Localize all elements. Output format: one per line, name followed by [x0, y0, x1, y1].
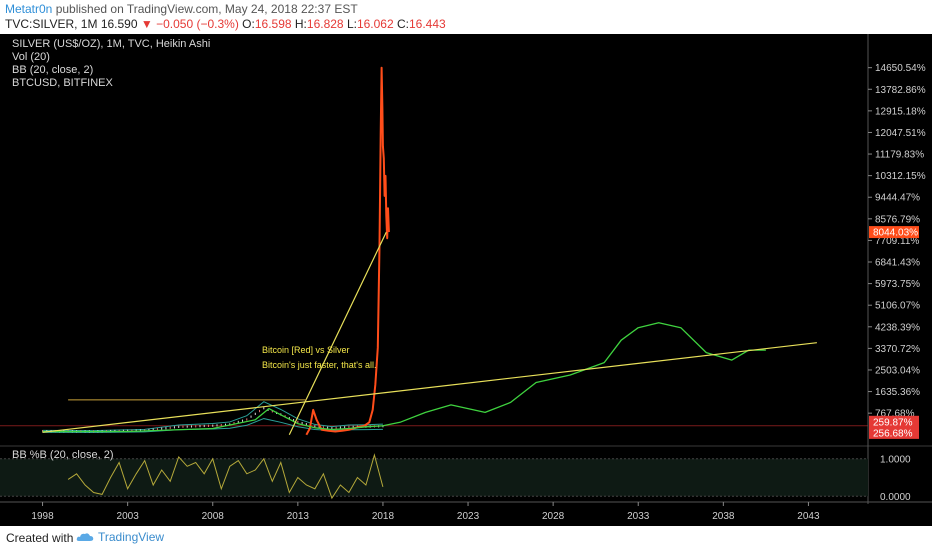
legend-bollinger[interactable]: BB (20, close, 2) [12, 64, 94, 76]
long-trendline [42, 342, 817, 433]
y-tick-label: 767.68% [875, 409, 915, 420]
open-value: 16.598 [254, 17, 292, 31]
y-tick-label: 8576.79% [875, 214, 920, 225]
symbol-ohlc: TVC:SILVER, 1M 16.590 ▼ −0.050 (−0.3%) O… [5, 17, 446, 31]
tradingview-brand: TradingView [98, 530, 165, 544]
y-tick-label: 14650.54% [875, 63, 926, 74]
oscillator-legend[interactable]: BB %B (20, close, 2) [12, 449, 114, 461]
silver-projection-line [42, 322, 766, 433]
y-tick-label: 9444.47% [875, 193, 920, 204]
price-tag-bg [869, 226, 919, 239]
symbol-label: TVC:SILVER, 1M [5, 17, 98, 31]
x-tick-label: 2023 [457, 511, 480, 522]
footer: Created with TradingView [0, 526, 932, 550]
oscillator-tick-label: 1.0000 [880, 454, 911, 465]
series-lines [42, 66, 817, 436]
x-tick-label: 1998 [31, 511, 54, 522]
y-tick-label: 12047.51% [875, 128, 926, 139]
y-tick-label: 5973.75% [875, 279, 920, 290]
grid [0, 425, 932, 447]
x-tick-label: 2038 [712, 511, 735, 522]
oscillator-line [67, 453, 384, 500]
price-tag-label: 259.87% [873, 417, 913, 428]
y-tick-label: 5106.07% [875, 301, 920, 312]
y-tick-label: 7709.11% [875, 236, 919, 247]
legend-volume[interactable]: Vol (20) [12, 51, 50, 63]
last-price: 16.590 [100, 17, 138, 31]
y-tick-label: 3370.72% [875, 344, 920, 355]
publish-header: Metatr0n published on TradingView.com, M… [0, 0, 932, 34]
x-tick-label: 2008 [202, 511, 225, 522]
y-tick-label: 6841.43% [875, 258, 920, 269]
published-text: published on TradingView.com, May 24, 20… [52, 2, 358, 16]
chart-canvas[interactable]: 14650.54% 13782.86% 12915.18% 12047.51% 1117… [0, 34, 932, 526]
tradingview-logo[interactable]: TradingView [76, 530, 164, 544]
bitcoin-line [305, 66, 390, 436]
bollinger-upper-band [42, 401, 383, 432]
y-tick-label: 2503.04% [875, 365, 920, 376]
y-tick-label: 4238.39% [875, 322, 920, 333]
low-value: 16.062 [356, 17, 394, 31]
price-tag-bg [869, 426, 919, 439]
cloud-icon [76, 533, 94, 541]
price-tag-bg [869, 415, 919, 428]
y-tick-label: 10312.15% [875, 171, 926, 182]
x-tick-label: 2018 [372, 511, 395, 522]
y-tick-label: 12915.18% [875, 106, 926, 117]
author-link[interactable]: Metatr0n [5, 2, 53, 16]
x-tick-label: 2013 [287, 511, 310, 522]
price-axis: 14650.54% 13782.86% 12915.18% 12047.51% 1117… [867, 34, 926, 504]
y-tick-label: 1635.36% [875, 387, 920, 398]
created-with-label: Created with [6, 531, 74, 545]
bitcoin-trendline [288, 231, 387, 436]
close-value: 16.443 [409, 17, 446, 31]
oscillator-tick-label: 0.0000 [880, 492, 911, 503]
y-tick-label: 13782.86% [875, 85, 926, 96]
time-axis: 1998 2003 2008 2013 2018 2023 2028 2033 2038 2043 [0, 501, 932, 522]
x-tick-label: 2043 [797, 511, 820, 522]
legend-main-series[interactable]: SILVER (US$/OZ), 1M, TVC, Heikin Ashi [12, 38, 211, 50]
x-tick-label: 2028 [542, 511, 565, 522]
annotation-subtitle[interactable]: Bitcoin's just faster, that's all. [262, 360, 377, 370]
oscillator-band-fill [0, 458, 868, 497]
x-tick-label: 2033 [627, 511, 650, 522]
chart-area[interactable]: 14650.54% 13782.86% 12915.18% 12047.51% 1117… [0, 34, 932, 526]
chart-legend: SILVER (US$/OZ), 1M, TVC, Heikin Ashi Vo… [12, 38, 210, 90]
price-tag-label: 256.68% [873, 428, 913, 439]
price-tag-label: 8044.03% [873, 228, 918, 239]
down-arrow-icon: ▼ [140, 17, 153, 31]
x-tick-label: 2003 [117, 511, 140, 522]
oscillator-pane: 1.0000 0.0000 [0, 453, 911, 503]
publish-info: Metatr0n published on TradingView.com, M… [5, 2, 358, 16]
y-tick-label: 11179.83% [875, 150, 924, 161]
high-value: 16.828 [306, 17, 344, 31]
legend-btcusd[interactable]: BTCUSD, BITFINEX [12, 77, 113, 89]
price-change: −0.050 (−0.3%) [156, 17, 239, 31]
annotation-title[interactable]: Bitcoin [Red] vs Silver [262, 345, 350, 355]
